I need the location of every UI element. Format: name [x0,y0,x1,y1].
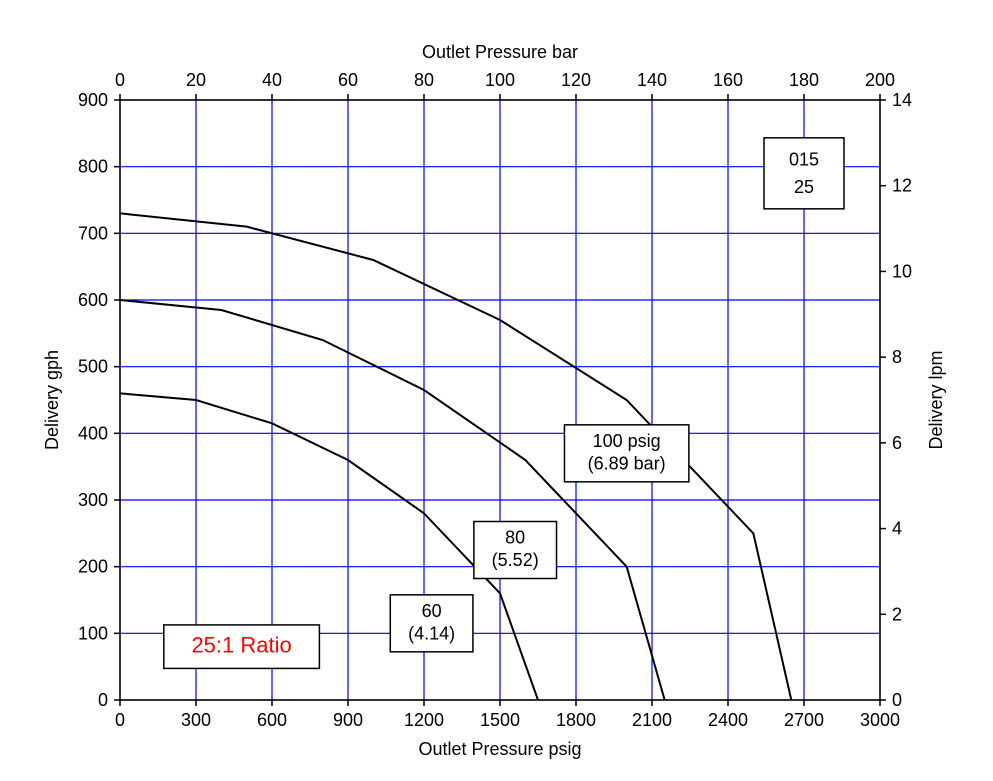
x-bottom-tick-label: 0 [115,710,125,730]
x-bottom-tick-label: 1500 [480,710,520,730]
y-right-tick-label: 10 [892,261,912,281]
svg-text:(5.52): (5.52) [492,550,539,570]
chart-container: 03006009001200150018002100240027003000Ou… [0,0,993,781]
x-bottom-tick-label: 900 [333,710,363,730]
x-bottom-tick-label: 3000 [860,710,900,730]
x-top-tick-label: 20 [186,70,206,90]
y-right-title: Delivery lpm [926,350,946,449]
y-right-tick-label: 4 [892,519,902,539]
x-top-tick-label: 80 [414,70,434,90]
x-bottom-tick-label: 600 [257,710,287,730]
x-bottom-tick-label: 300 [181,710,211,730]
y-left-tick-label: 600 [78,290,108,310]
x-bottom-tick-label: 2400 [708,710,748,730]
y-right-tick-label: 8 [892,347,902,367]
x-top-tick-label: 120 [561,70,591,90]
curve-label-100: 100 psig (6.89 bar) [564,425,688,482]
svg-text:100 psig: 100 psig [593,431,661,451]
y-right-tick-label: 0 [892,690,902,710]
y-right-tick-label: 12 [892,176,912,196]
x-bottom-tick-label: 2100 [632,710,672,730]
y-left-tick-label: 100 [78,623,108,643]
x-bottom-tick-label: 1200 [404,710,444,730]
y-left-tick-label: 500 [78,357,108,377]
x-bottom-tick-label: 1800 [556,710,596,730]
chart-svg: 03006009001200150018002100240027003000Ou… [0,0,993,781]
svg-text:(6.89 bar): (6.89 bar) [588,454,666,474]
y-right-tick-label: 2 [892,604,902,624]
svg-text:25: 25 [794,177,814,197]
y-left-tick-label: 0 [98,690,108,710]
y-right-tick-label: 6 [892,433,902,453]
y-right-tick-label: 14 [892,90,912,110]
x-bottom-title: Outlet Pressure psig [418,739,581,759]
curve-label-60: 60 (4.14) [390,595,473,652]
y-left-tick-label: 200 [78,557,108,577]
y-left-tick-label: 800 [78,157,108,177]
svg-text:015: 015 [789,150,819,170]
x-top-tick-label: 0 [115,70,125,90]
x-bottom-tick-label: 2700 [784,710,824,730]
x-top-tick-label: 160 [713,70,743,90]
y-left-tick-label: 900 [78,90,108,110]
x-top-tick-label: 40 [262,70,282,90]
svg-text:80: 80 [505,528,525,548]
y-left-title: Delivery gph [42,350,62,450]
ratio-label: 25:1 Ratio [164,625,320,669]
svg-text:(4.14): (4.14) [408,624,455,644]
x-top-tick-label: 200 [865,70,895,90]
x-top-tick-label: 100 [485,70,515,90]
curve-label-80: 80(5.52) [474,522,557,579]
x-top-tick-label: 180 [789,70,819,90]
svg-text:60: 60 [422,601,442,621]
y-left-tick-label: 300 [78,490,108,510]
svg-text:25:1 Ratio: 25:1 Ratio [191,633,291,658]
y-left-tick-label: 700 [78,223,108,243]
x-top-tick-label: 140 [637,70,667,90]
callout-box: 01525 [764,138,844,209]
y-left-tick-label: 400 [78,423,108,443]
x-top-title: Outlet Pressure bar [422,42,578,62]
x-top-tick-label: 60 [338,70,358,90]
